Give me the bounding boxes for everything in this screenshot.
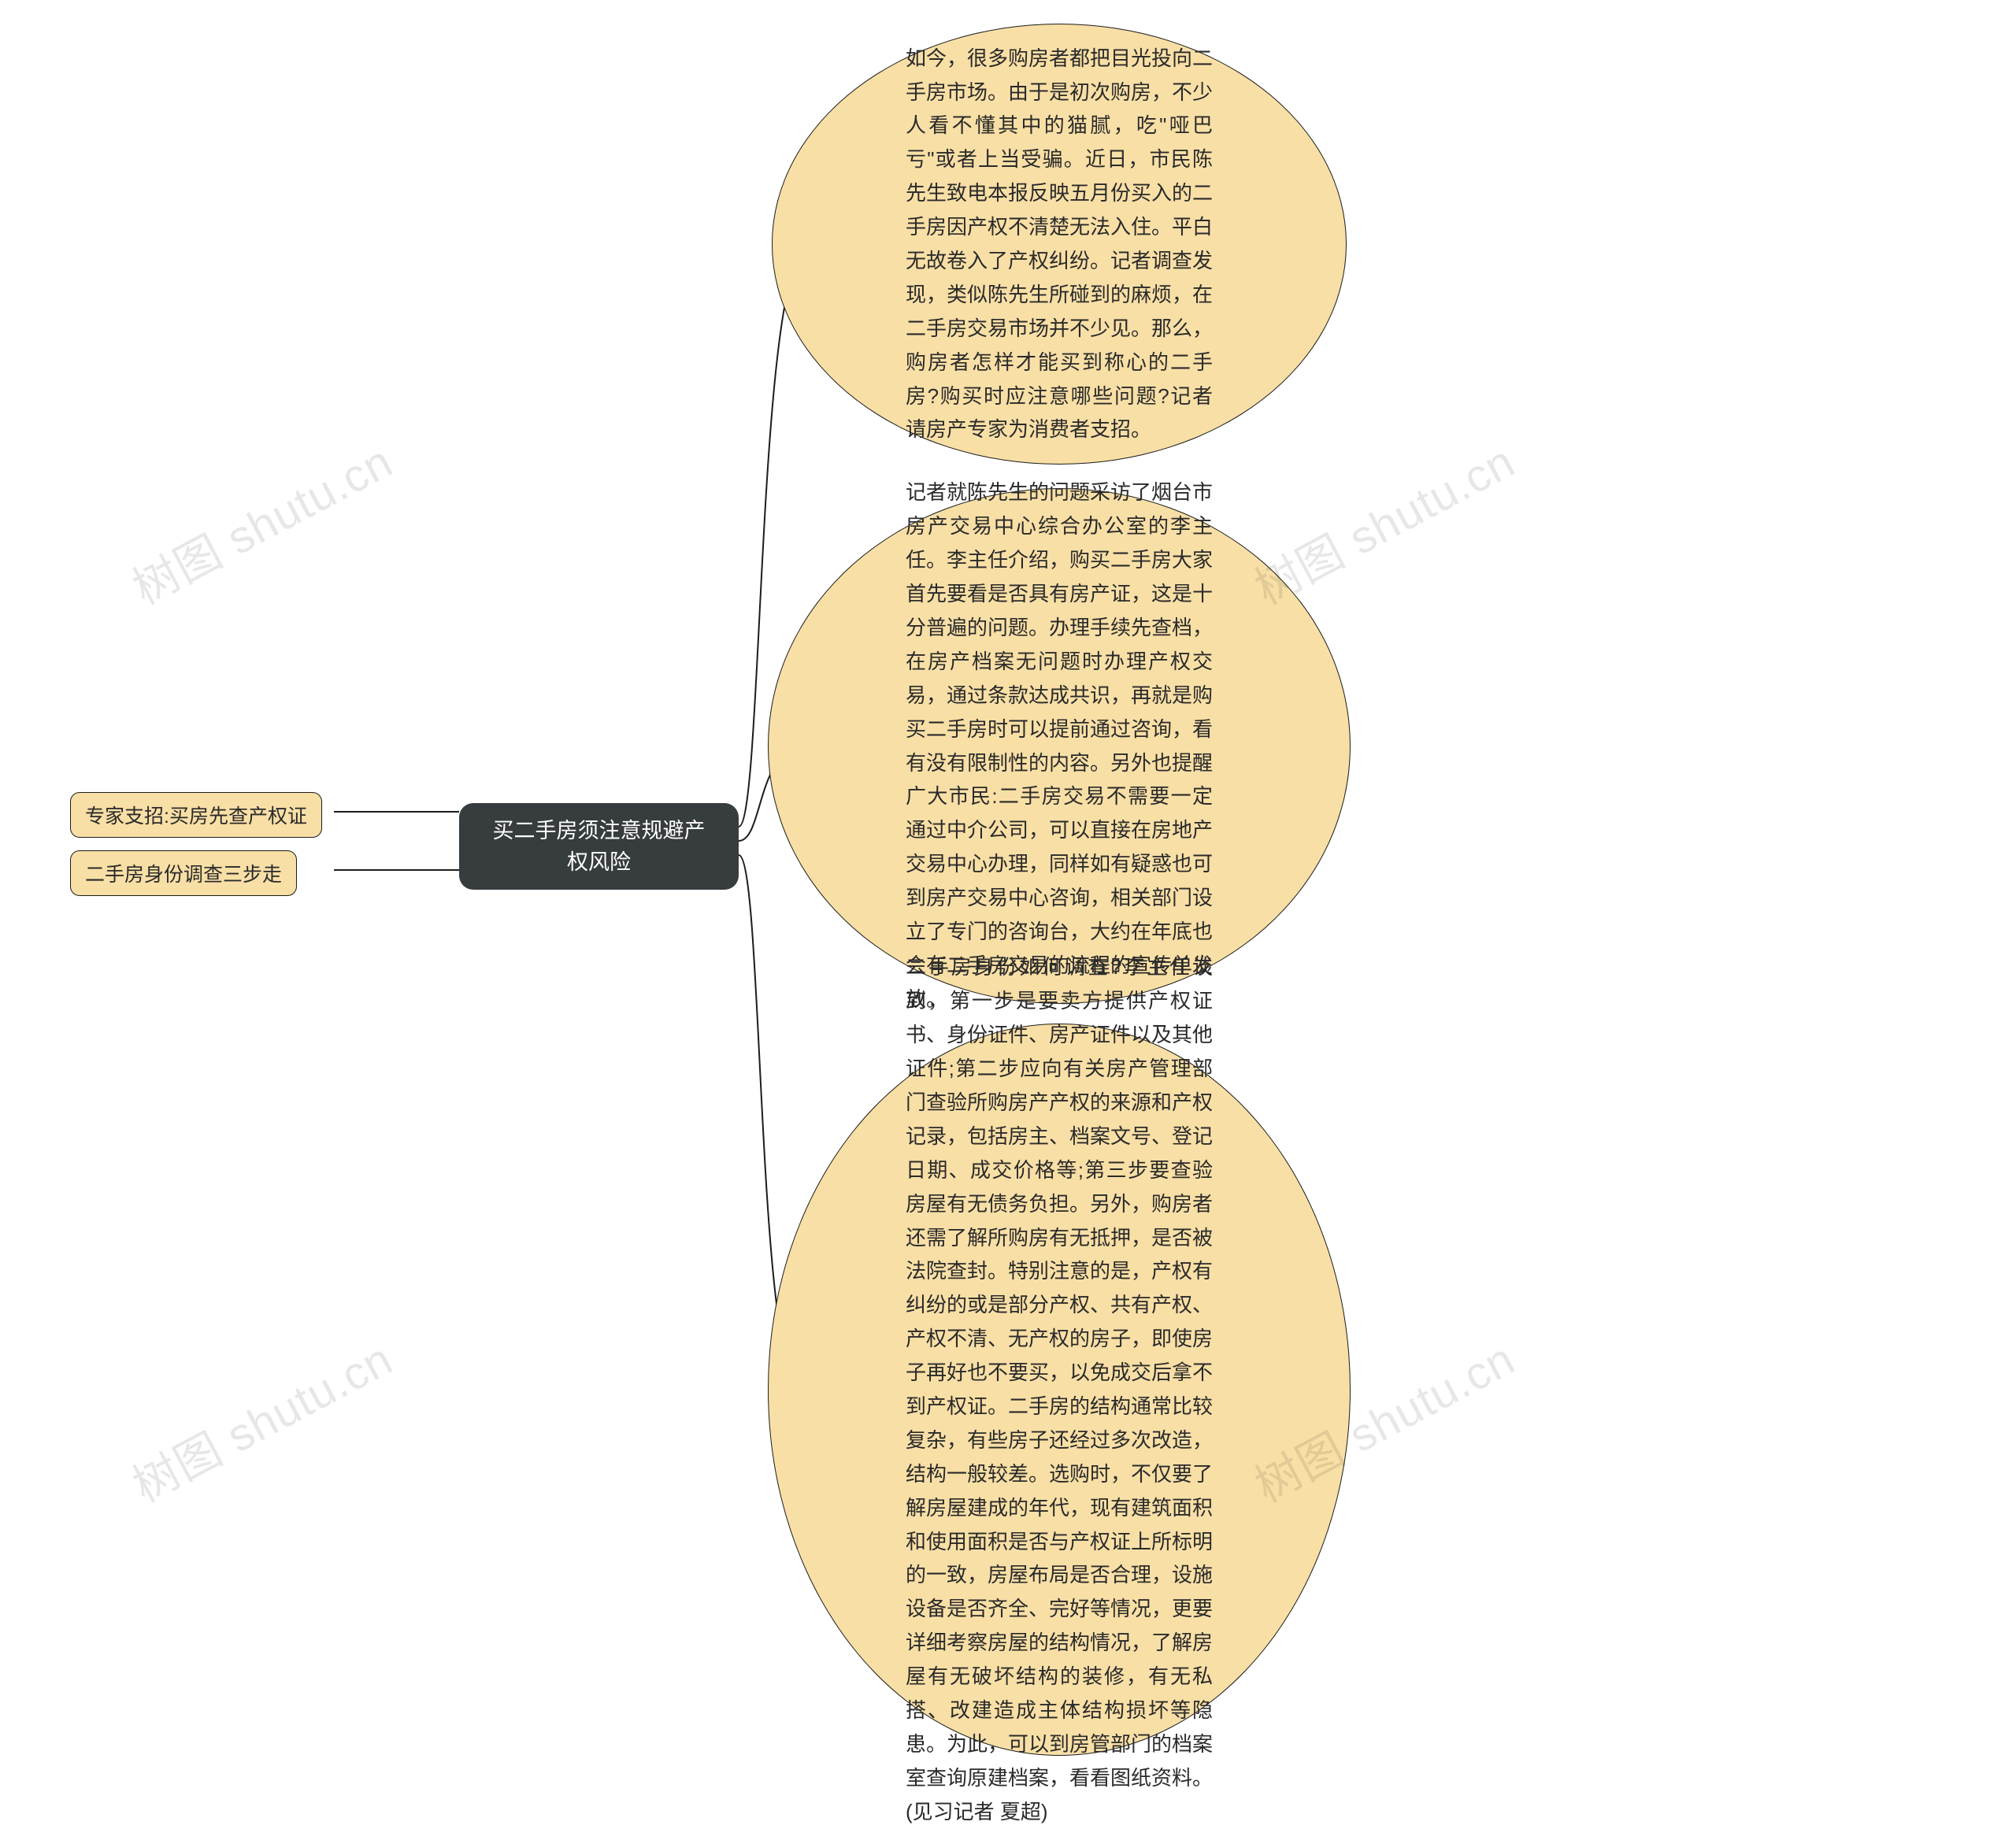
right-node-1[interactable]: 如今，很多购房者都把目光投向二手房市场。由于是初次购房，不少人看不懂其中的猫腻，… bbox=[772, 24, 1347, 465]
right-node-1-text: 如今，很多购房者都把目光投向二手房市场。由于是初次购房，不少人看不懂其中的猫腻，… bbox=[906, 42, 1213, 447]
right-node-3-text: 二手房身份如何调查?李主任谈到，第一步是要卖方提供产权证书、身份证件、房产证件以… bbox=[906, 950, 1213, 1828]
left-node-1[interactable]: 专家支招:买房先查产权证 bbox=[70, 792, 322, 838]
center-node[interactable]: 买二手房须注意规避产权风险 bbox=[459, 803, 739, 890]
right-node-3[interactable]: 二手房身份如何调查?李主任谈到，第一步是要卖方提供产权证书、身份证件、房产证件以… bbox=[768, 1024, 1351, 1756]
watermark-1: 树图 shutu.cn bbox=[119, 425, 402, 617]
right-node-2[interactable]: 记者就陈先生的问题采访了烟台市房产交易中心综合办公室的李主任。李主任介绍，购买二… bbox=[768, 488, 1351, 1004]
left-node-1-label: 专家支招:买房先查产权证 bbox=[85, 805, 307, 827]
left-node-2[interactable]: 二手房身份调查三步走 bbox=[70, 850, 297, 896]
center-title: 买二手房须注意规避产权风险 bbox=[483, 815, 715, 879]
watermark-2: 树图 shutu.cn bbox=[119, 1323, 402, 1515]
left-node-2-label: 二手房身份调查三步走 bbox=[85, 864, 282, 886]
right-node-2-text: 记者就陈先生的问题采访了烟台市房产交易中心综合办公室的李主任。李主任介绍，购买二… bbox=[906, 476, 1213, 1016]
mindmap-canvas: 买二手房须注意规避产权风险 专家支招:买房先查产权证 二手房身份调查三步走 如今… bbox=[0, 0, 2016, 1775]
